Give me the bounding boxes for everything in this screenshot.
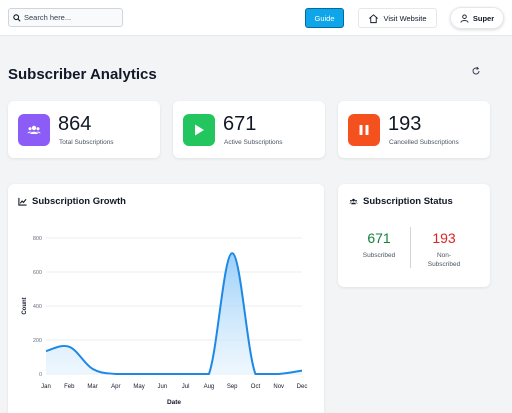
stat-label: Cancelled Subscriptions xyxy=(389,139,459,146)
visit-website-button[interactable]: Visit Website xyxy=(358,8,437,28)
x-tick-label: Mar xyxy=(87,384,97,390)
chart-line xyxy=(45,252,303,375)
status-divider xyxy=(410,227,411,268)
status-title: Subscription Status xyxy=(349,196,453,207)
x-tick-label: Aug xyxy=(204,384,215,390)
y-tick-label: 800 xyxy=(33,236,42,242)
status-title-text: Subscription Status xyxy=(363,196,453,207)
non-subscribed-label-line2: Subscribed xyxy=(427,261,461,268)
pause-icon xyxy=(359,125,369,135)
stat-card-total: 864 Total Subscriptions xyxy=(8,101,160,158)
y-tick-label: 0 xyxy=(39,372,42,378)
stat-card-active: 671 Active Subscriptions xyxy=(173,101,325,158)
y-tick-label: 400 xyxy=(33,304,42,310)
x-tick-label: Sep xyxy=(227,384,238,390)
x-tick-label: Apr xyxy=(111,384,120,390)
subscribed-value: 671 xyxy=(367,230,391,246)
search-icon xyxy=(13,13,21,22)
stat-icon-box xyxy=(183,114,215,146)
users-icon xyxy=(27,125,41,134)
y-tick-label: 600 xyxy=(33,270,42,276)
x-tick-label: Dec xyxy=(297,384,308,390)
growth-title-text: Subscription Growth xyxy=(32,196,126,207)
search-input[interactable] xyxy=(24,13,120,22)
user-name: Super xyxy=(472,13,495,23)
y-axis-label: Count xyxy=(22,297,28,314)
search-box[interactable] xyxy=(8,8,123,27)
x-tick-label: Jun xyxy=(158,384,168,390)
growth-title: Subscription Growth xyxy=(18,196,126,207)
top-bar: Guide Visit Website Super xyxy=(0,0,512,36)
non-subscribed-label: Non- Subscribed xyxy=(414,251,474,269)
page-title: Subscriber Analytics xyxy=(8,66,157,83)
subscription-status-card xyxy=(338,184,490,287)
stat-value: 193 xyxy=(388,113,422,135)
x-tick-label: Oct xyxy=(251,384,261,390)
chart-line-icon xyxy=(18,197,27,206)
stat-label: Total Subscriptions xyxy=(59,139,114,146)
subscribed-stat: 671 Subscribed xyxy=(351,230,407,260)
stat-value: 864 xyxy=(58,113,92,135)
x-axis-label: Date xyxy=(167,399,181,406)
y-tick-label: 200 xyxy=(33,338,42,344)
subscribed-label: Subscribed xyxy=(362,252,396,259)
users-icon xyxy=(349,198,358,205)
x-tick-label: Nov xyxy=(273,384,284,390)
stat-card-cancelled: 193 Cancelled Subscriptions xyxy=(338,101,490,158)
stat-label: Active Subscriptions xyxy=(224,139,283,146)
refresh-icon[interactable] xyxy=(471,66,481,76)
x-tick-label: May xyxy=(133,384,144,390)
non-subscribed-value: 193 xyxy=(432,230,456,246)
stat-icon-box xyxy=(348,114,380,146)
user-icon xyxy=(460,13,469,23)
stat-value: 671 xyxy=(223,113,257,135)
non-subscribed-label-line1: Non- xyxy=(436,252,452,259)
guide-button-label: Guide xyxy=(314,13,335,23)
stat-icon-box xyxy=(18,114,50,146)
x-tick-label: Feb xyxy=(64,384,75,390)
chart-area xyxy=(46,253,302,374)
x-tick-label: Jan xyxy=(41,384,51,390)
play-icon xyxy=(195,124,204,136)
visit-website-label: Visit Website xyxy=(383,13,427,23)
x-tick-label: Jul xyxy=(182,384,190,390)
non-subscribed-stat: 193 Non- Subscribed xyxy=(414,230,474,269)
user-menu-button[interactable]: Super xyxy=(450,7,504,29)
guide-button[interactable]: Guide xyxy=(305,8,344,28)
home-icon xyxy=(369,13,379,23)
growth-chart: 0 200 400 600 800 Jan Feb Mar Apr May Jun Jul Aug Se… xyxy=(22,236,308,406)
